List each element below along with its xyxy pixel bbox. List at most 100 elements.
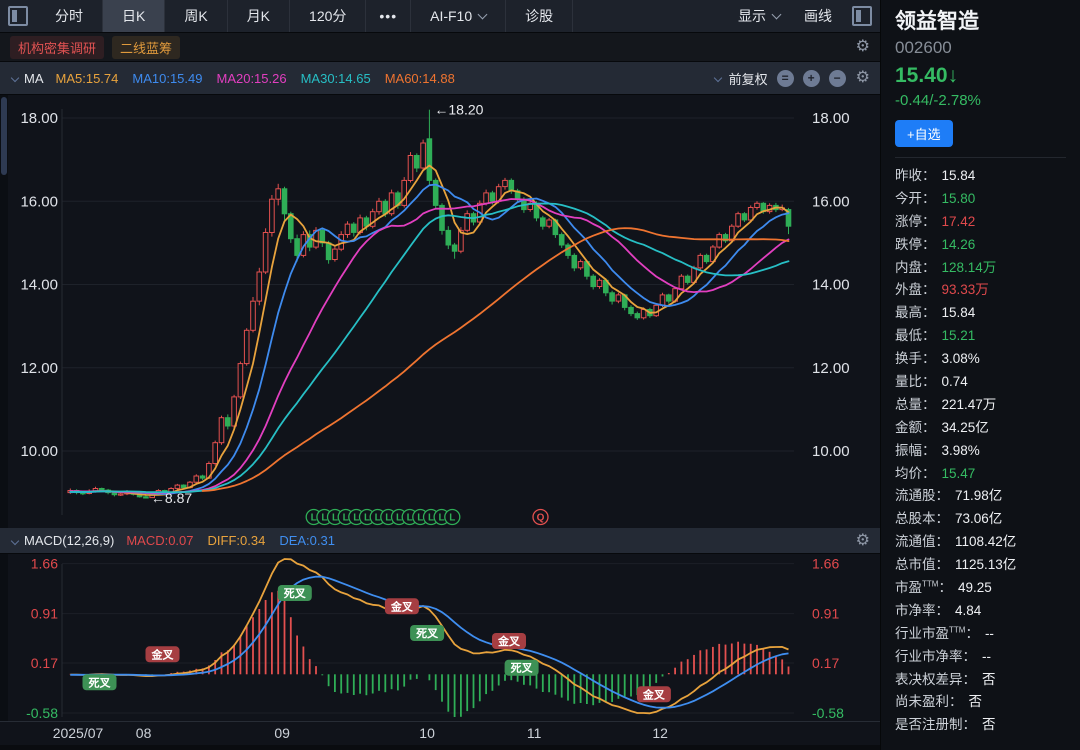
stat-label: 流通股： [895, 488, 949, 504]
tab-label: 120分 [309, 8, 347, 24]
stat-value: 128.14万 [941, 259, 997, 275]
stat-label: 流通值： [895, 534, 949, 550]
month-tick-2025/07: 2025/07 [52, 725, 104, 741]
stat-value: 93.33万 [941, 282, 989, 298]
adjust-mode-selector[interactable]: 前复权 [728, 71, 768, 87]
svg-text:L: L [407, 513, 413, 524]
tab-label: 分时 [55, 8, 83, 24]
macd-value-legend: MACD:0.07 [126, 533, 194, 548]
stat-value: 否 [968, 694, 983, 710]
svg-text:金叉: 金叉 [151, 647, 175, 661]
stat-label: 市盈TTM： [895, 579, 952, 596]
chevron-down-icon[interactable] [713, 73, 722, 83]
stat-row-市净率: 市净率： 4.84 [895, 599, 1080, 622]
zoom-out-button[interactable]: − [828, 69, 846, 87]
svg-text:L: L [375, 513, 381, 524]
stat-value: 17.42 [941, 213, 976, 229]
tab-label: 月K [246, 8, 271, 24]
indicator-settings-gear-icon[interactable]: ⚙ [855, 69, 870, 86]
tab-AI-F10[interactable]: AI-F10 [411, 0, 507, 32]
stat-label: 振幅： [895, 442, 936, 458]
tab-日K[interactable]: 日K [103, 0, 166, 32]
stat-value: 15.84 [941, 305, 976, 321]
stat-label: 涨停： [895, 213, 936, 229]
macd-settings-gear-icon[interactable]: ⚙ [855, 531, 870, 549]
svg-text:死叉: 死叉 [416, 627, 439, 640]
stat-row-总市值: 总市值： 1125.13亿 [895, 553, 1080, 576]
stat-label: 昨收： [895, 168, 936, 183]
stat-row-最高: 最高： 15.84 [895, 301, 1080, 324]
stock-code: 002600 [895, 38, 952, 57]
collapse-macd-chevron-icon[interactable] [10, 536, 20, 545]
candlestick-svg: 18.00 18.00 16.00 16.00 14.00 14.00 12.00 12.00… [20, 102, 850, 526]
stat-label: 金额： [895, 419, 936, 435]
svg-text:←18.20: ←18.20 [434, 102, 483, 118]
zoom-reset-button[interactable]: = [776, 69, 794, 87]
svg-text:金叉: 金叉 [642, 687, 666, 701]
tab-120分[interactable]: 120分 [290, 0, 367, 32]
chart-controls: 前复权 = + − ⚙ [713, 69, 870, 88]
stat-row-内盘: 内盘： 128.14万 [895, 256, 1080, 279]
svg-text:0.17: 0.17 [812, 655, 839, 671]
stat-label: 最高： [895, 305, 936, 321]
scrollbar-thumb[interactable] [1, 97, 7, 175]
svg-text:L: L [396, 513, 402, 524]
stat-label: 均价： [895, 465, 936, 481]
month-tick-12: 12 [652, 725, 668, 741]
svg-text:10.00: 10.00 [812, 443, 850, 460]
concept-tag-bluechip[interactable]: 二线蓝筹 [112, 35, 181, 59]
display-menu-button[interactable]: 显示 [726, 6, 792, 26]
stat-row-均价: 均价： 15.47 [895, 462, 1080, 485]
stat-row-是否注册制: 是否注册制： 否 [895, 713, 1080, 736]
collapse-left-panel-icon[interactable] [8, 6, 28, 26]
macd-chart[interactable]: 1.66 1.66 0.91 0.91 0.17 0.17 -0.58 -0.58 死叉 金叉 死叉… [0, 554, 880, 722]
stat-label: 尚未盈利： [895, 694, 963, 710]
draw-line-button[interactable]: 画线 [792, 6, 844, 26]
svg-text:死叉: 死叉 [511, 662, 534, 675]
stat-value: 73.06亿 [955, 511, 1003, 527]
tab-周K[interactable]: 周K [165, 0, 228, 32]
tab-分时[interactable]: 分时 [36, 0, 103, 32]
display-menu-label: 显示 [738, 8, 766, 24]
stat-label: 内盘： [895, 259, 936, 275]
svg-text:←8.87: ←8.87 [151, 490, 192, 506]
month-tick-10: 10 [419, 725, 435, 741]
stat-value: 221.47万 [941, 396, 997, 412]
stat-value: -- [984, 625, 994, 641]
stat-row-今开: 今开： 15.80 [895, 187, 1080, 210]
tab-label: 诊股 [525, 8, 554, 24]
stat-row-行业市盈: 行业市盈TTM： -- [895, 622, 1080, 645]
svg-text:L: L [385, 513, 391, 524]
stat-value: 15.80 [941, 190, 976, 206]
stat-value: 1108.42亿 [955, 534, 1017, 550]
stat-row-流通值: 流通值： 1108.42亿 [895, 530, 1080, 553]
svg-text:14.00: 14.00 [812, 277, 850, 294]
tab-诊股[interactable]: 诊股 [506, 0, 574, 32]
zoom-in-button[interactable]: + [802, 69, 820, 87]
macd-title: MACD(12,26,9) [24, 533, 115, 548]
stat-label: 量比： [895, 374, 936, 390]
candlestick-chart[interactable]: 18.00 18.00 16.00 16.00 14.00 14.00 12.00 12.00… [0, 95, 880, 528]
tab-•••[interactable]: ••• [366, 0, 412, 32]
ma5-legend: MA5:15.74 [55, 70, 119, 86]
svg-text:18.00: 18.00 [20, 110, 58, 127]
collapse-ma-chevron-icon[interactable] [10, 73, 20, 83]
chevron-down-icon [771, 9, 782, 19]
svg-text:16.00: 16.00 [812, 193, 850, 210]
add-watchlist-button[interactable]: +自选 [895, 120, 953, 147]
chevron-down-icon [477, 9, 488, 19]
left-scrollbar[interactable] [0, 95, 8, 745]
stat-row-量比: 量比： 0.74 [895, 370, 1080, 393]
tab-月K[interactable]: 月K [228, 0, 291, 32]
tab-label: 周K [184, 8, 208, 24]
ma-indicator-bar: MA MA5:15.74 MA10:15.49 MA20:15.26 MA30:… [0, 62, 880, 95]
settings-gear-icon[interactable]: ⚙ [855, 38, 870, 55]
stat-value: 3.08% [941, 351, 980, 367]
stat-label: 最低： [895, 328, 936, 344]
svg-text:L: L [353, 513, 359, 524]
concept-tag-institution[interactable]: 机构密集调研 [10, 35, 105, 59]
toolbar: 分时 日K 周K 月K 120分 ••• AI-F10 诊股 显示 画线 [0, 0, 880, 33]
stat-row-总股本: 总股本： 73.06亿 [895, 507, 1080, 530]
collapse-right-panel-icon[interactable] [852, 6, 872, 26]
svg-text:L: L [449, 513, 455, 524]
